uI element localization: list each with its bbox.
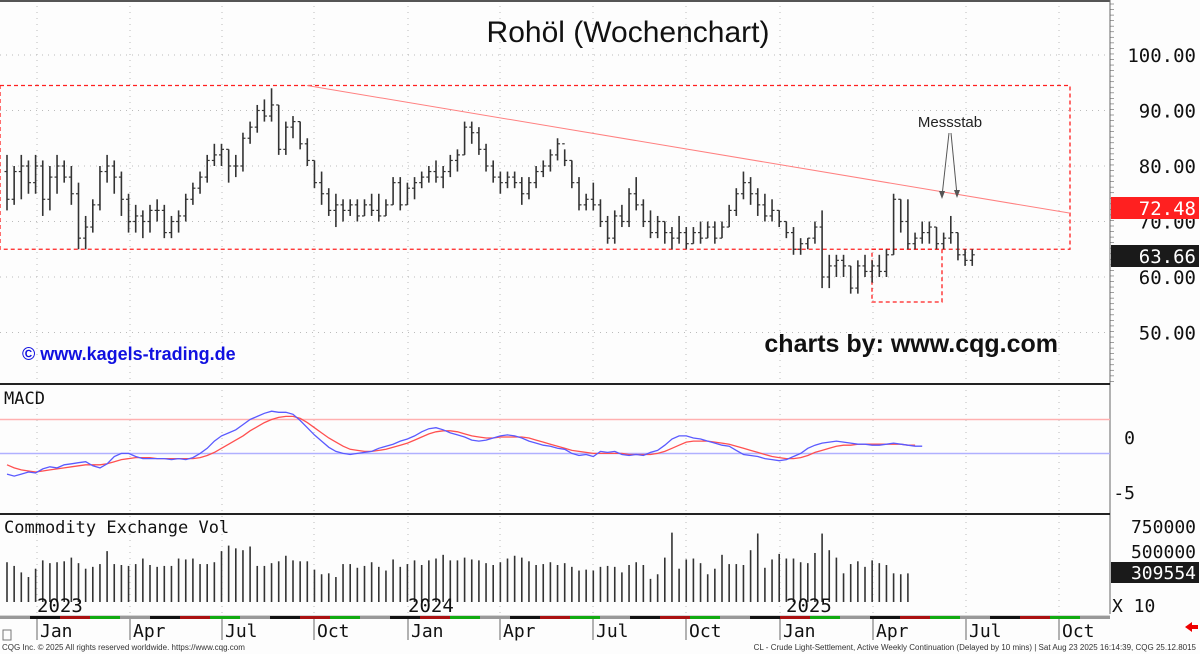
svg-text:Jul: Jul xyxy=(225,621,258,642)
svg-text:Apr: Apr xyxy=(876,621,909,642)
svg-text:Jan: Jan xyxy=(783,621,816,642)
axes: 100.0090.0080.0070.0060.0050.000-5750000… xyxy=(36,45,1196,642)
svg-text:80.00: 80.00 xyxy=(1139,156,1196,178)
svg-text:Oct: Oct xyxy=(317,621,350,642)
svg-text:Jul: Jul xyxy=(969,621,1002,642)
volume-multiplier: X 10 xyxy=(1112,596,1155,617)
macd-lines xyxy=(0,410,1110,477)
cqg-watermark: charts by: www.cqg.com xyxy=(764,330,1058,358)
kagels-watermark: © www.kagels-trading.de xyxy=(22,344,236,364)
svg-text:Apr: Apr xyxy=(503,621,536,642)
svg-text:0: 0 xyxy=(1124,428,1135,449)
chart-title: Rohöl (Wochenchart) xyxy=(487,16,770,49)
svg-text:750000: 750000 xyxy=(1131,517,1196,538)
last-price-value: 63.66 xyxy=(1139,246,1196,268)
footer-copyright: CQG Inc. © 2025 All rights reserved worl… xyxy=(2,643,245,652)
macd-label: MACD xyxy=(4,389,45,409)
svg-text:Oct: Oct xyxy=(689,621,722,642)
volume-label: Commodity Exchange Vol xyxy=(4,518,229,538)
svg-text:90.00: 90.00 xyxy=(1139,101,1196,123)
grid-lines xyxy=(0,0,1114,614)
svg-text:50.00: 50.00 xyxy=(1139,323,1196,345)
svg-text:Jan: Jan xyxy=(40,621,73,642)
time-colorbar xyxy=(0,616,1110,619)
svg-text:2023: 2023 xyxy=(37,595,83,617)
svg-text:500000: 500000 xyxy=(1131,542,1196,563)
svg-text:Jul: Jul xyxy=(596,621,629,642)
svg-text:100.00: 100.00 xyxy=(1127,45,1196,67)
svg-text:-5: -5 xyxy=(1113,483,1135,504)
svg-text:2025: 2025 xyxy=(786,595,832,617)
svg-text:2024: 2024 xyxy=(408,595,454,617)
volume-bars xyxy=(6,532,909,602)
svg-text:Apr: Apr xyxy=(133,621,166,642)
last-volume-marker: 309554 xyxy=(1111,562,1199,584)
checkbox-icon[interactable] xyxy=(2,629,12,641)
trendline-price-marker: 72.48 xyxy=(1111,197,1199,220)
last-price-marker: 63.66 xyxy=(1111,245,1199,268)
trendline-price-value: 72.48 xyxy=(1139,198,1196,220)
svg-text:Jan: Jan xyxy=(411,621,444,642)
svg-text:60.00: 60.00 xyxy=(1139,267,1196,289)
footer-instrument-info: CL - Crude Light-Settlement, Active Week… xyxy=(753,643,1196,652)
scroll-right-arrow-icon[interactable] xyxy=(1185,622,1198,632)
price-bars xyxy=(4,88,975,294)
last-volume-value: 309554 xyxy=(1131,563,1196,584)
messstab-label: Messstab xyxy=(918,114,982,131)
svg-text:Oct: Oct xyxy=(1062,621,1095,642)
